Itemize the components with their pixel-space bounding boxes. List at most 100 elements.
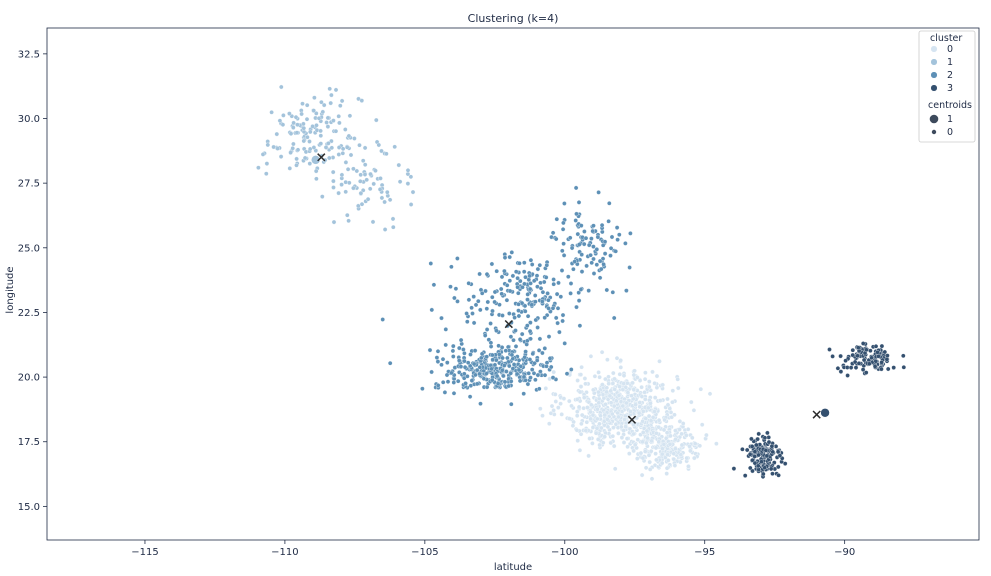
data-point xyxy=(569,245,575,251)
data-point xyxy=(873,358,879,364)
data-point xyxy=(280,122,286,127)
data-point xyxy=(428,261,434,266)
data-point xyxy=(507,311,512,316)
data-point xyxy=(852,359,858,365)
data-point xyxy=(591,223,596,228)
x-tick-label: −100 xyxy=(551,547,578,558)
data-point xyxy=(537,386,542,392)
data-point xyxy=(308,129,313,135)
data-point xyxy=(352,136,357,141)
data-point xyxy=(405,181,411,186)
legend-label: 1 xyxy=(947,57,953,68)
data-point xyxy=(525,338,530,344)
data-point xyxy=(464,311,469,316)
data-point xyxy=(378,176,383,181)
data-point xyxy=(516,367,522,373)
data-point xyxy=(336,152,342,157)
data-point xyxy=(509,401,514,407)
data-point xyxy=(575,378,580,383)
data-point xyxy=(511,362,517,367)
data-point xyxy=(291,120,296,126)
data-point xyxy=(782,461,788,466)
data-point xyxy=(680,421,686,426)
data-point xyxy=(521,374,527,380)
data-point xyxy=(265,142,271,148)
data-point xyxy=(587,436,592,441)
data-point xyxy=(765,430,770,436)
data-point xyxy=(861,357,867,363)
data-point xyxy=(529,302,535,308)
data-point xyxy=(318,133,324,138)
data-point xyxy=(451,343,456,349)
data-point xyxy=(507,363,512,369)
data-point xyxy=(527,328,533,334)
data-point xyxy=(529,262,535,267)
data-point xyxy=(656,439,662,445)
data-point xyxy=(281,113,286,118)
data-point xyxy=(333,87,339,93)
data-point xyxy=(469,378,475,383)
data-point xyxy=(567,416,572,421)
data-point xyxy=(343,127,348,132)
data-point xyxy=(574,413,580,418)
data-point xyxy=(512,315,517,320)
data-point xyxy=(627,265,632,270)
data-point xyxy=(333,128,339,134)
data-point xyxy=(336,145,342,150)
data-point xyxy=(313,168,319,174)
data-point xyxy=(637,404,642,410)
data-point xyxy=(625,390,631,395)
data-point xyxy=(540,299,545,304)
data-point xyxy=(667,406,673,411)
data-point xyxy=(362,172,368,177)
data-point xyxy=(485,299,491,305)
data-point xyxy=(646,413,652,419)
data-point xyxy=(653,445,659,451)
data-point xyxy=(635,375,640,380)
data-point xyxy=(307,161,313,166)
data-point xyxy=(600,243,606,248)
data-point xyxy=(359,98,365,103)
data-point xyxy=(537,336,543,342)
data-point xyxy=(882,349,888,355)
data-point xyxy=(777,453,783,458)
data-point xyxy=(492,289,498,295)
data-point xyxy=(494,328,499,333)
data-point xyxy=(609,234,615,240)
x-tick-label: −105 xyxy=(411,547,438,558)
data-point xyxy=(537,262,543,268)
data-point xyxy=(494,373,500,379)
data-point xyxy=(498,286,504,292)
data-point xyxy=(610,411,615,417)
data-point xyxy=(287,111,292,116)
data-point xyxy=(573,185,579,191)
data-point xyxy=(770,471,775,476)
data-point xyxy=(379,148,384,154)
data-point xyxy=(553,399,559,404)
data-point xyxy=(543,275,549,280)
data-point xyxy=(269,110,274,115)
data-point xyxy=(707,391,713,397)
data-point xyxy=(456,358,462,363)
centroid-marker xyxy=(812,410,821,419)
data-point xyxy=(509,352,515,358)
data-point xyxy=(518,278,523,284)
data-point xyxy=(455,256,460,261)
data-point xyxy=(573,218,578,223)
data-point xyxy=(531,371,537,376)
data-point xyxy=(614,225,620,230)
data-point xyxy=(583,381,588,387)
data-point xyxy=(555,306,561,311)
data-point xyxy=(499,291,504,297)
legend-label: 2 xyxy=(947,70,953,81)
data-point xyxy=(514,371,520,377)
data-point xyxy=(357,142,362,148)
data-point xyxy=(860,367,866,372)
data-point xyxy=(697,443,703,449)
data-point xyxy=(611,443,617,449)
data-point xyxy=(504,369,509,374)
data-point xyxy=(660,446,665,451)
data-point xyxy=(827,347,832,352)
data-point xyxy=(340,146,346,152)
